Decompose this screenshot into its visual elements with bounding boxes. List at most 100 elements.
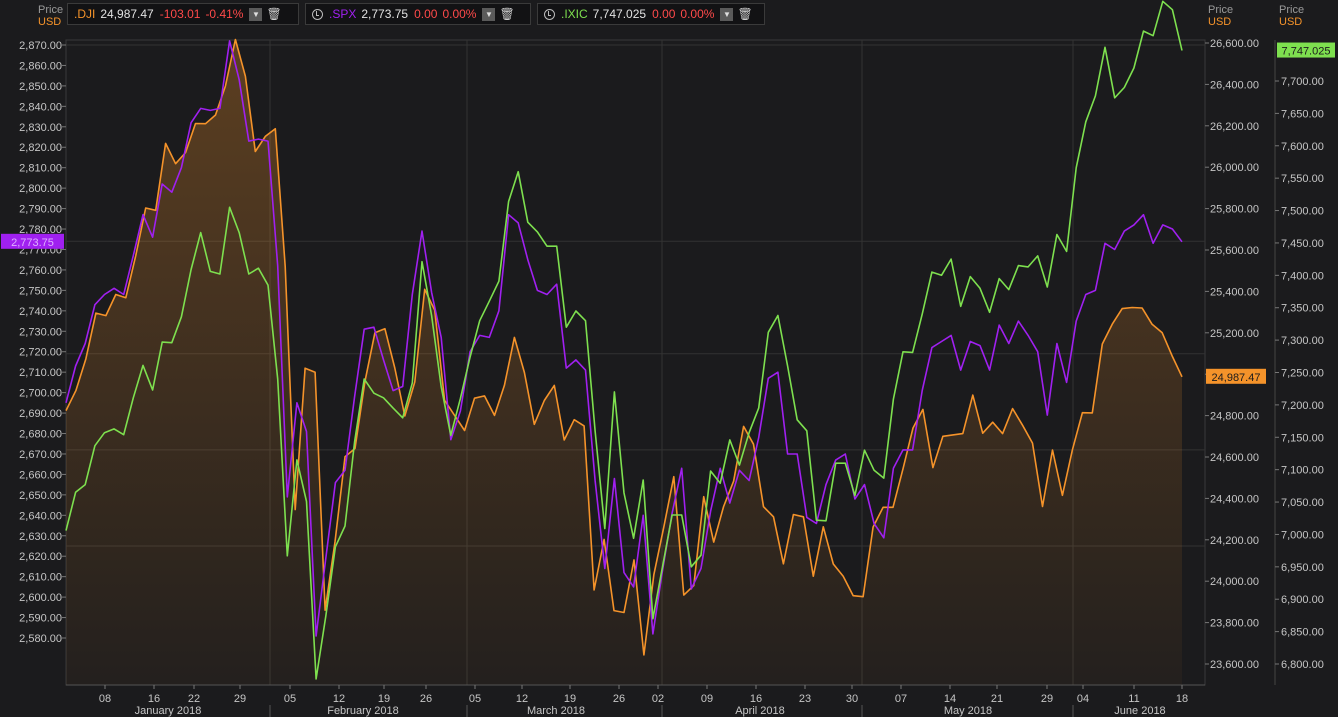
legend-spx-symbol: .SPX: [329, 7, 357, 21]
chart-series: [65, 0, 1183, 685]
spx-tick-label: 2,670.00: [19, 449, 62, 461]
legend-spx[interactable]: .SPX 2,773.75 0.00 0.00% ▼ 🗑: [305, 3, 531, 25]
ixic-tick-label: 7,400.00: [1281, 270, 1324, 282]
x-tick-label: 19: [564, 693, 576, 705]
ixic-tick-label: 6,950.00: [1281, 562, 1324, 574]
dji-axis: 23,600.00 23,800.00 24,000.00 24,200.00 24,4…: [1205, 38, 1259, 671]
x-tick-label: 23: [799, 693, 811, 705]
x-tick-label: 18: [1176, 693, 1188, 705]
left-axis-price-label: Price: [38, 4, 64, 16]
ixic-tick-label: 7,700.00: [1281, 76, 1324, 88]
ixic-tick-label: 6,900.00: [1281, 594, 1324, 606]
spx-tick-label: 2,620.00: [19, 551, 62, 563]
chevron-down-icon[interactable]: ▼: [482, 7, 496, 21]
chevron-down-icon[interactable]: ▼: [720, 7, 734, 21]
dji-tick-label: 26,000.00: [1210, 162, 1259, 174]
spx-tick-label: 2,680.00: [19, 429, 62, 441]
dji-tick-label: 24,600.00: [1210, 452, 1259, 464]
spx-tick-label: 2,740.00: [19, 306, 62, 318]
spx-tick-label: 2,780.00: [19, 224, 62, 236]
dji-tick-label: 25,600.00: [1210, 245, 1259, 257]
legend-ixic[interactable]: .IXIC 7,747.025 0.00 0.00% ▼ 🗑: [537, 3, 765, 25]
ixic-tick-label: 7,550.00: [1281, 173, 1324, 185]
spx-tick-label: 2,590.00: [19, 613, 62, 625]
x-tick-label: 02: [652, 693, 664, 705]
dji-tick-label: 23,800.00: [1210, 618, 1259, 630]
dji-last-value-tag: [1206, 368, 1266, 384]
month-label: April 2018: [735, 705, 785, 717]
spx-tick-label: 2,850.00: [19, 81, 62, 93]
x-tick-label: 22: [188, 693, 200, 705]
spx-tick-label: 2,600.00: [19, 592, 62, 604]
spx-tick-label: 2,660.00: [19, 469, 62, 481]
legend-dji-symbol: .DJI: [74, 7, 96, 21]
spx-tick-label: 2,580.00: [19, 633, 62, 645]
clock-icon: [544, 8, 555, 20]
spx-tick-label: 2,640.00: [19, 510, 62, 522]
mid-axis-currency: USD: [1208, 16, 1232, 28]
legend-dji-pct: -0.41%: [205, 7, 244, 21]
ixic-tick-label: 7,500.00: [1281, 206, 1324, 218]
x-tick-label: 12: [516, 693, 528, 705]
spx-tick-label: 2,610.00: [19, 572, 62, 584]
x-tick-label: 05: [284, 693, 296, 705]
legend-ixic-pct: 0.00%: [680, 7, 715, 21]
x-tick-label: 30: [846, 693, 858, 705]
legend-dji[interactable]: .DJI 24,987.47 -103.01 -0.41% ▼ 🗑: [67, 3, 299, 25]
x-tick-label: 05: [469, 693, 481, 705]
clock-icon: [312, 8, 323, 20]
spx-tick-label: 2,870.00: [19, 40, 62, 52]
dji-area-fill: [66, 39, 1182, 685]
mid-axis-price-label: Price: [1208, 4, 1234, 16]
legend-ixic-symbol: .IXIC: [561, 7, 588, 21]
dji-tick-label: 26,400.00: [1210, 79, 1259, 91]
legend-dji-change: -103.01: [159, 7, 201, 21]
legend-dji-last: 24,987.47: [100, 7, 154, 21]
spx-tick-label: 2,860.00: [19, 60, 62, 72]
legend-spx-last: 2,773.75: [361, 7, 409, 21]
chevron-down-icon[interactable]: ▼: [249, 7, 263, 21]
trash-icon[interactable]: 🗑: [737, 7, 753, 21]
x-tick-label: 19: [378, 693, 390, 705]
x-tick-label: 12: [333, 693, 345, 705]
ixic-tick-label: 7,450.00: [1281, 238, 1324, 250]
dji-tick-label: 24,200.00: [1210, 535, 1259, 547]
ixic-tick-label: 7,100.00: [1281, 465, 1324, 477]
left-axis-header: Price USD: [38, 4, 63, 28]
x-tick-label: 16: [148, 693, 160, 705]
x-tick-label: 08: [99, 693, 111, 705]
spx-tick-label: 2,750.00: [19, 285, 62, 297]
ixic-tick-label: 7,600.00: [1281, 141, 1324, 153]
ixic-series-line: [65, 0, 1183, 680]
dji-tick-label: 25,400.00: [1210, 286, 1259, 298]
trash-icon[interactable]: 🗑: [266, 7, 282, 21]
legend-spx-change: 0.00: [414, 7, 438, 21]
trash-icon[interactable]: 🗑: [499, 7, 515, 21]
spx-tick-label: 2,830.00: [19, 122, 62, 134]
spx-tick-label: 2,630.00: [19, 531, 62, 543]
right-axis-currency: USD: [1279, 16, 1303, 28]
spx-tick-label: 2,840.00: [19, 101, 62, 113]
spx-tick-label: 2,650.00: [19, 490, 62, 502]
dji-tick-label: 24,000.00: [1210, 576, 1259, 588]
spx-last-value-label: 2,773.75: [11, 237, 54, 249]
x-tick-label: 04: [1077, 693, 1089, 705]
spx-tick-label: 2,790.00: [19, 204, 62, 216]
x-tick-label: 21: [991, 693, 1003, 705]
spx-axis: 2,580.00 2,590.00 2,600.00 2,610.00 2,620.00…: [19, 40, 66, 645]
spx-tick-label: 2,710.00: [19, 367, 62, 379]
right-axis-header: Price USD: [1279, 4, 1304, 28]
dji-tick-label: 24,800.00: [1210, 411, 1259, 423]
x-tick-label: 14: [944, 693, 956, 705]
x-tick-label: 09: [701, 693, 713, 705]
month-label: January 2018: [135, 705, 202, 717]
last-value-tags: 2,773.75 24,987.47 7,747.025: [1, 42, 1335, 384]
dji-tick-label: 26,600.00: [1210, 38, 1259, 50]
ixic-tick-label: 7,650.00: [1281, 108, 1324, 120]
legend-ixic-last: 7,747.025: [592, 7, 647, 21]
spx-tick-label: 2,700.00: [19, 388, 62, 400]
spx-tick-label: 2,800.00: [19, 183, 62, 195]
ixic-last-value-tag: [1277, 42, 1335, 58]
ixic-tick-label: 7,150.00: [1281, 432, 1324, 444]
spx-tick-label: 2,820.00: [19, 142, 62, 154]
